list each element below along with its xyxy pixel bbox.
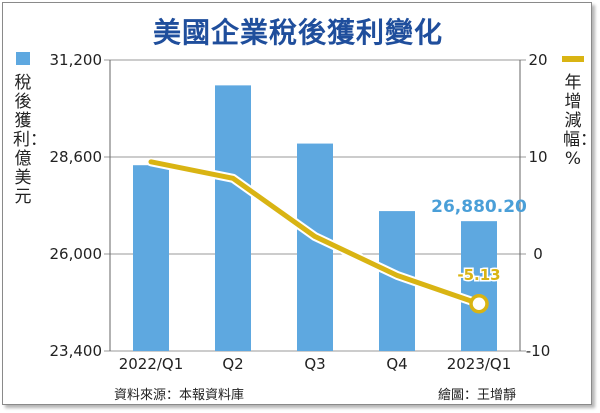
credit-note: 繪圖：王增靜: [438, 388, 517, 403]
line-value-label: -5.13: [457, 266, 500, 284]
left-tick-label: 28,600: [50, 148, 103, 166]
bar: [215, 85, 251, 351]
bar-value-label: 26,880.20: [431, 197, 527, 217]
right-tick-label: 20: [528, 51, 547, 69]
category-label: Q2: [222, 355, 243, 373]
line-series: [148, 159, 482, 307]
category-label: Q3: [304, 355, 325, 373]
left-tick-label: 26,000: [50, 245, 103, 263]
source-note: 資料來源：本報資料庫: [114, 388, 245, 403]
category-label: 2022/Q1: [119, 355, 184, 373]
line-legend-swatch: [562, 56, 584, 62]
right-tick-label: -10: [526, 342, 551, 360]
left-axis-label: 稅後獲利：億美元: [13, 73, 47, 207]
category-label: 2023/Q1: [447, 355, 512, 373]
chart-title: 美國企業稅後獲利變化: [152, 16, 443, 49]
right-axis-label: 年增減幅：%: [563, 73, 597, 169]
line-point-last: [469, 294, 489, 314]
right-tick-label: 10: [528, 148, 547, 166]
right-tick-label: 0: [533, 245, 543, 263]
category-label: Q4: [386, 355, 407, 373]
bar: [297, 143, 333, 351]
bar: [461, 221, 497, 351]
bar-legend-swatch: [16, 52, 30, 65]
bar: [133, 165, 169, 351]
left-tick-label: 31,200: [50, 51, 103, 69]
left-tick-label: 23,400: [50, 342, 103, 360]
